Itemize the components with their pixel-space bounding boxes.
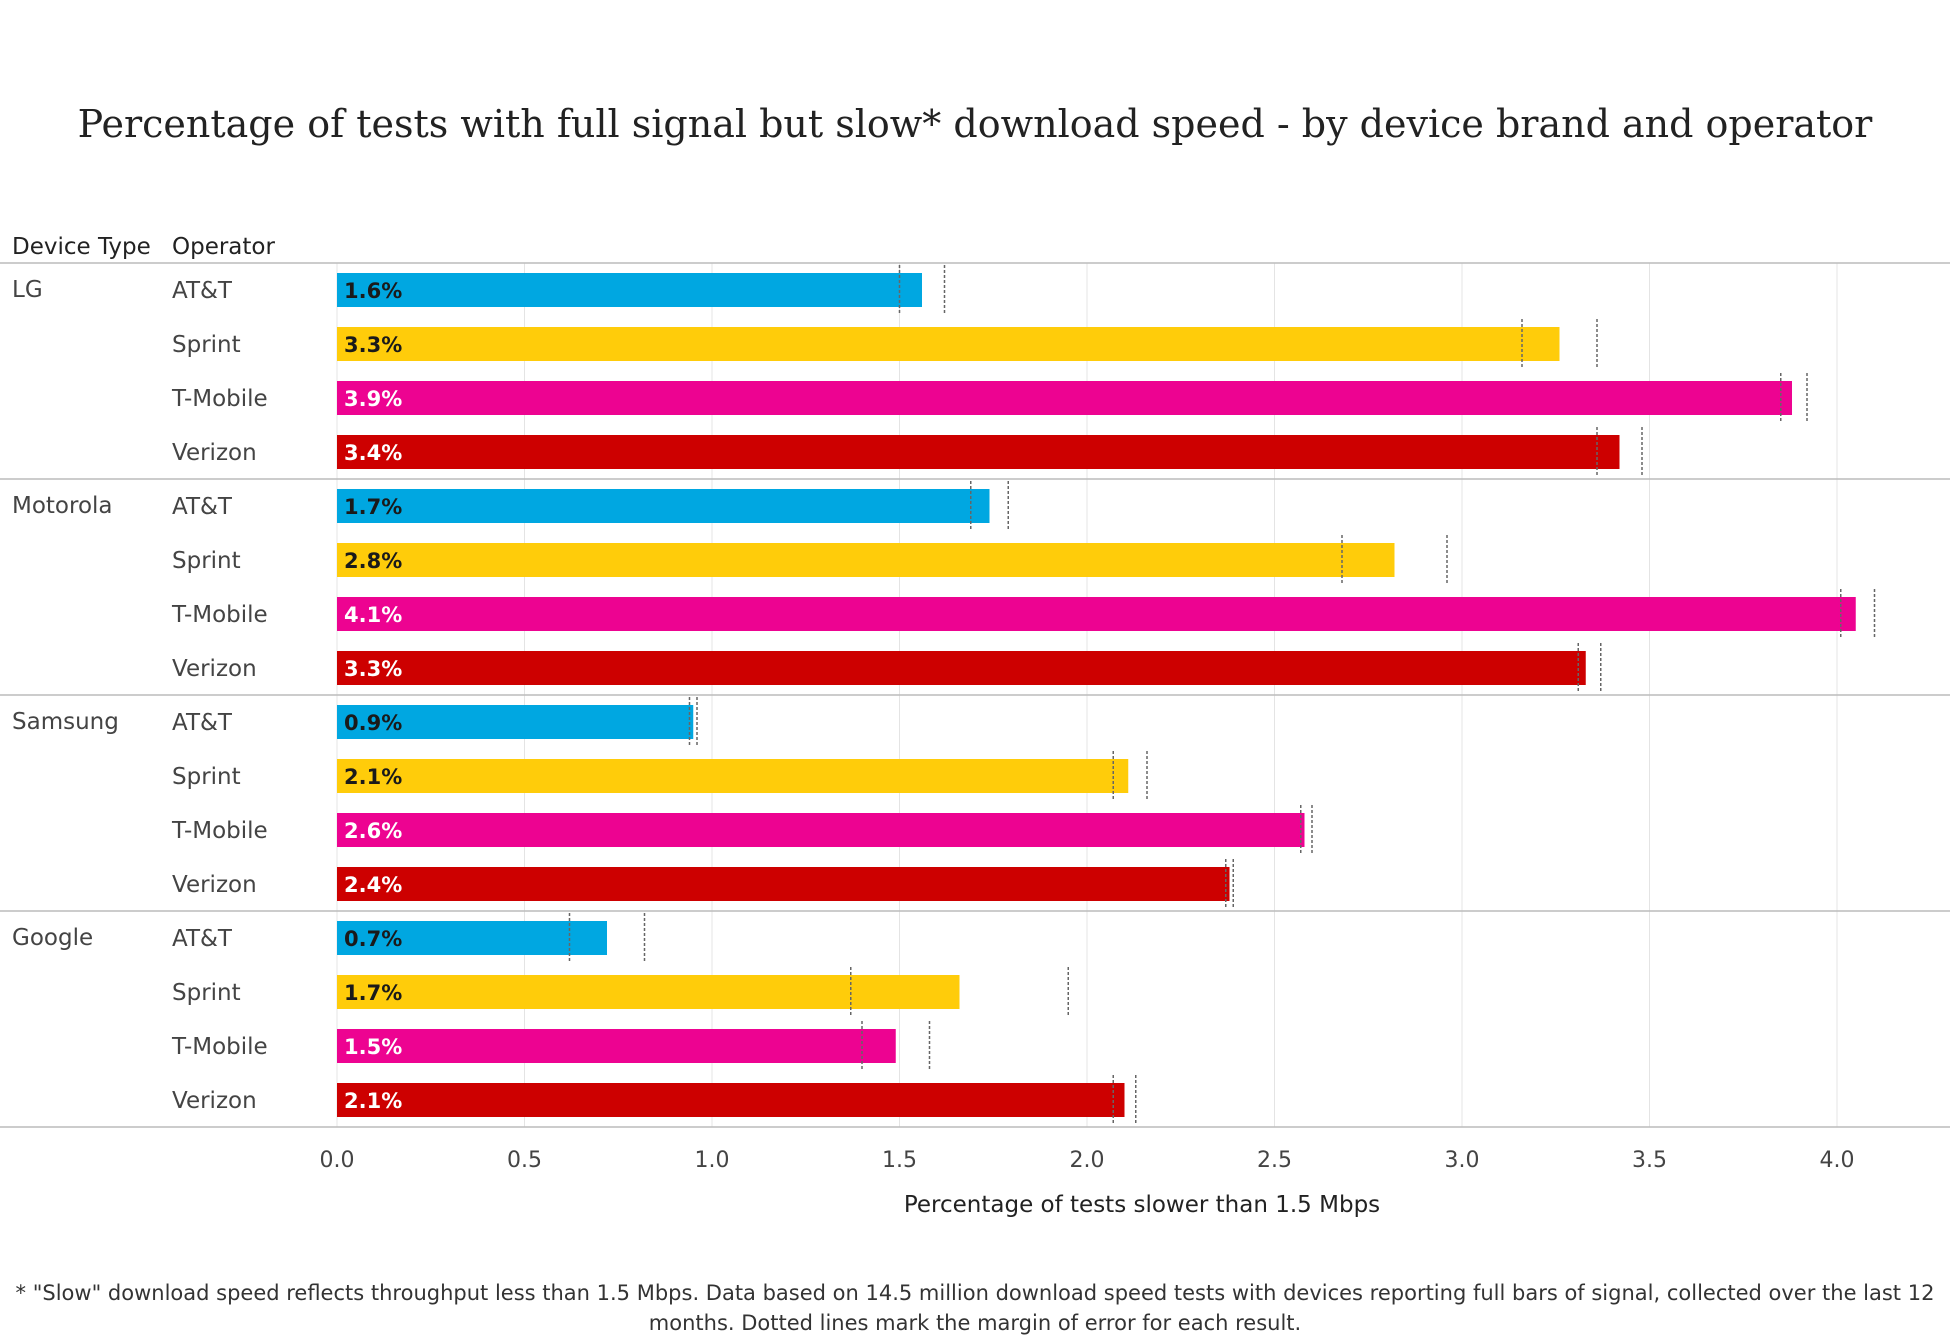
operator-label: T-Mobile bbox=[171, 1034, 268, 1060]
data-label: 3.9% bbox=[344, 387, 402, 411]
data-label: 3.4% bbox=[344, 441, 402, 465]
bar bbox=[337, 1029, 896, 1063]
bar bbox=[337, 489, 990, 523]
operator-label: AT&T bbox=[172, 494, 233, 520]
x-tick-label: 0.5 bbox=[507, 1148, 542, 1173]
data-label: 4.1% bbox=[344, 603, 402, 627]
bar bbox=[337, 867, 1230, 901]
operator-label: Sprint bbox=[172, 332, 241, 358]
x-tick-label: 2.0 bbox=[1070, 1148, 1105, 1173]
operator-label: T-Mobile bbox=[171, 818, 268, 844]
device-label: Google bbox=[12, 925, 93, 951]
x-tick-label: 1.5 bbox=[882, 1148, 917, 1173]
operator-label: T-Mobile bbox=[171, 386, 268, 412]
data-label: 2.4% bbox=[344, 873, 402, 897]
operator-label: Verizon bbox=[172, 440, 257, 466]
bar bbox=[337, 381, 1792, 415]
bar bbox=[337, 705, 694, 739]
x-tick-label: 2.5 bbox=[1257, 1148, 1292, 1173]
data-label: 1.7% bbox=[344, 981, 402, 1005]
bar bbox=[337, 975, 960, 1009]
operator-label: AT&T bbox=[172, 926, 233, 952]
x-tick-label: 1.0 bbox=[695, 1148, 730, 1173]
operator-label: Sprint bbox=[172, 764, 241, 790]
x-axis-label: Percentage of tests slower than 1.5 Mbps bbox=[904, 1192, 1380, 1218]
bar bbox=[337, 543, 1395, 577]
operator-label: Verizon bbox=[172, 1088, 257, 1114]
bar bbox=[337, 435, 1620, 469]
bar bbox=[337, 1083, 1125, 1117]
operator-label: T-Mobile bbox=[171, 602, 268, 628]
header-operator: Operator bbox=[172, 234, 275, 260]
data-label: 1.5% bbox=[344, 1035, 402, 1059]
data-label: 2.1% bbox=[344, 1089, 402, 1113]
bar bbox=[337, 813, 1305, 847]
operator-label: AT&T bbox=[172, 710, 233, 736]
bar bbox=[337, 921, 607, 955]
operator-label: Sprint bbox=[172, 548, 241, 574]
bar bbox=[337, 597, 1856, 631]
chart-title: Percentage of tests with full signal but… bbox=[77, 102, 1873, 146]
bar bbox=[337, 651, 1586, 685]
device-label: LG bbox=[12, 277, 43, 303]
data-label: 2.1% bbox=[344, 765, 402, 789]
operator-label: AT&T bbox=[172, 278, 233, 304]
data-label: 3.3% bbox=[344, 657, 402, 681]
data-label: 1.6% bbox=[344, 279, 402, 303]
bar bbox=[337, 273, 922, 307]
x-tick-label: 4.0 bbox=[1820, 1148, 1855, 1173]
bar bbox=[337, 759, 1129, 793]
data-label: 0.9% bbox=[344, 711, 402, 735]
data-label: 2.6% bbox=[344, 819, 402, 843]
device-label: Samsung bbox=[12, 709, 119, 735]
data-label: 2.8% bbox=[344, 549, 402, 573]
data-label: 1.7% bbox=[344, 495, 402, 519]
header-device-type: Device Type bbox=[12, 234, 151, 260]
data-label: 0.7% bbox=[344, 927, 402, 951]
operator-label: Verizon bbox=[172, 656, 257, 682]
device-label: Motorola bbox=[12, 493, 113, 519]
bar bbox=[337, 327, 1560, 361]
x-tick-label: 0.0 bbox=[320, 1148, 355, 1173]
x-tick-label: 3.0 bbox=[1445, 1148, 1480, 1173]
operator-label: Sprint bbox=[172, 980, 241, 1006]
data-label: 3.3% bbox=[344, 333, 402, 357]
chart-footnote: * "Slow" download speed reflects through… bbox=[15, 1281, 1935, 1335]
operator-label: Verizon bbox=[172, 872, 257, 898]
x-tick-label: 3.5 bbox=[1632, 1148, 1667, 1173]
